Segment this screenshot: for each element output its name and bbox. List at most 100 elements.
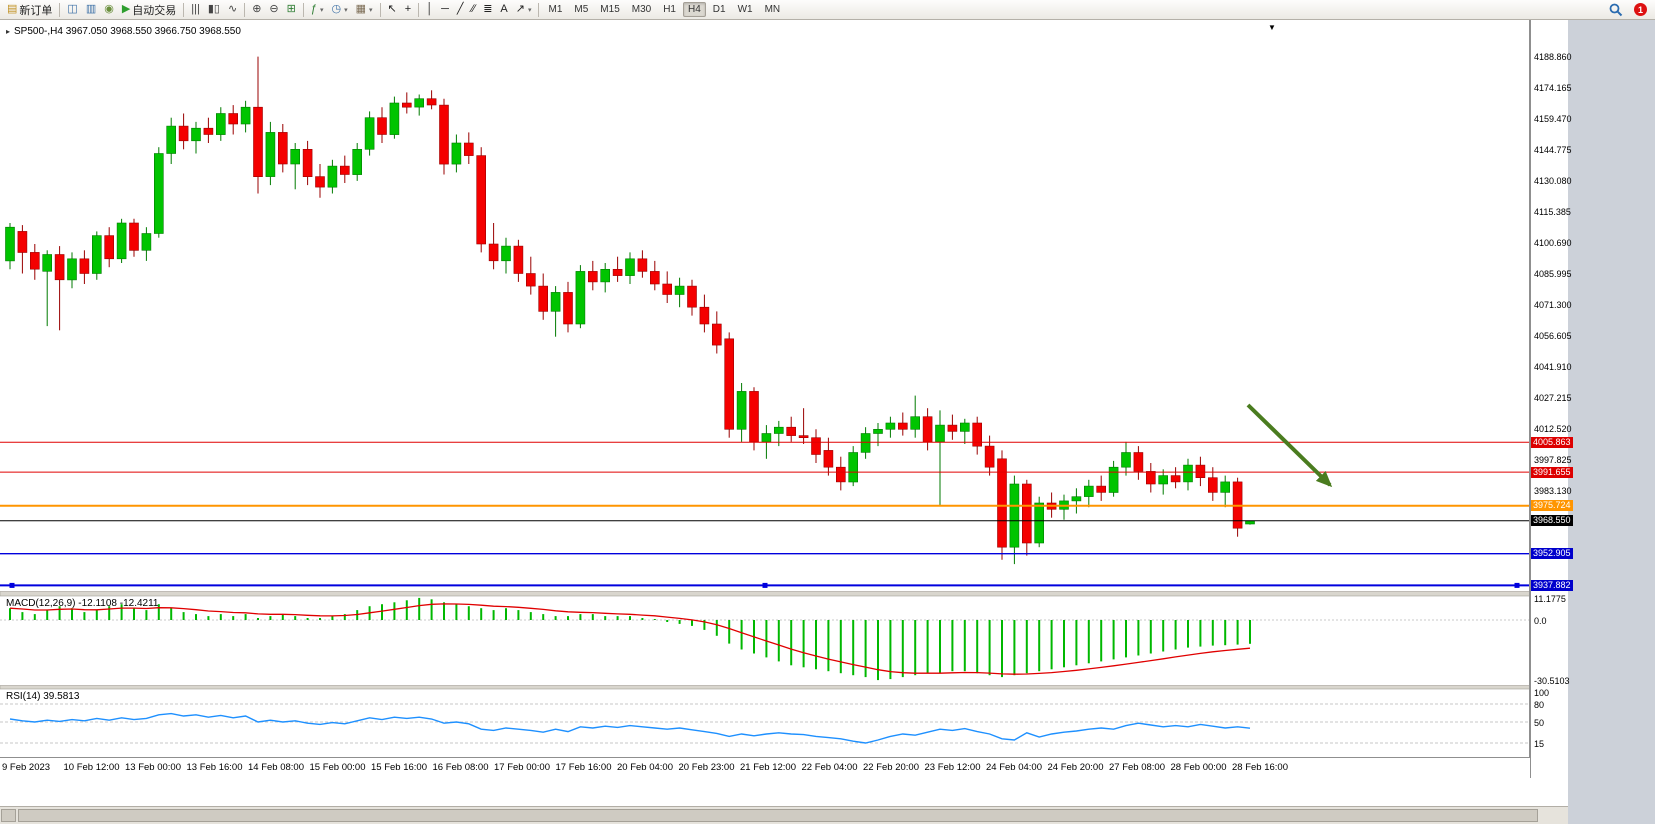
price-badge: 3975.724 [1531,500,1573,512]
indicator-axis-label: 80 [1534,699,1545,710]
rsi-line [9,712,1251,744]
market-watch-icon: ◫ [67,3,78,15]
time-axis-label: 10 Feb 12:00 [63,762,120,773]
price-axis[interactable]: 4188.860 4174.165 4159.470 4144.775 4130.080… [1530,20,1573,778]
time-axis-label: 21 Feb 12:00 [740,762,796,773]
scrollbar-left-button[interactable] [1,809,16,822]
channel-icon: ∕∕ [471,3,476,15]
one-click-trading-arrow-icon[interactable]: ▸ [6,27,11,36]
timeframe-w1-button[interactable]: W1 [737,4,753,15]
horizontal-level-lines[interactable] [0,441,1529,588]
zoom-out-icon: ⊖ [269,3,279,15]
timeframe-d1-button[interactable]: D1 [712,4,726,15]
timeframe-m1-button[interactable]: M1 [548,4,563,15]
chevron-down-icon[interactable]: ▾ [527,6,532,14]
timeframe-h4-button[interactable]: H4 [683,2,706,17]
timeframe-h1-button[interactable]: H1 [663,4,676,15]
auto-trading-button-label: 自动交易 [132,4,177,17]
panel-separator[interactable] [0,685,1530,690]
panel-separator[interactable] [0,591,1530,597]
zoom-out-button[interactable]: ⊖ [265,1,282,18]
indicators-icon: ƒ [310,3,317,15]
templates-button[interactable]: ▦ ▾ [352,1,377,18]
chart-line-button[interactable]: ∿ [224,1,241,18]
indicator-axis-label: 100 [1534,687,1550,698]
indicator-axis-label: 11.1775 [1534,593,1566,604]
time-axis-label: 27 Feb 08:00 [1109,762,1165,773]
zoom-in-button[interactable]: ⊕ [248,1,265,18]
tile-windows-icon: ⊞ [286,3,296,15]
chevron-down-icon[interactable]: ▾ [319,6,324,14]
price-axis-label: 4085.995 [1534,269,1572,279]
data-window-button[interactable]: ▥ [82,1,100,18]
new-order-button[interactable]: ▤ 新订单 [3,1,56,18]
chart-shift-marker-icon[interactable]: ▼ [1268,23,1276,32]
price-axis-label: 4115.385 [1534,207,1571,218]
price-axis-label: 4027.215 [1534,392,1572,403]
market-watch-button[interactable]: ◫ [63,1,81,18]
chart-candles-button[interactable]: ▮▯ [204,1,224,18]
tile-windows-button[interactable]: ⊞ [283,1,300,18]
time-axis-label: 24 Feb 04:00 [986,762,1042,773]
search-button[interactable] [1605,1,1627,18]
time-axis-label: 15 Feb 16:00 [371,762,427,773]
chart-candles-icon: ▮▯ [207,3,220,15]
horizontal-scrollbar[interactable] [0,806,1568,824]
time-axis-label: 13 Feb 16:00 [186,762,243,773]
navigator-icon: ◉ [104,3,114,15]
arrows-button[interactable]: ↗ ▾ [512,1,536,18]
time-axis[interactable]: 9 Feb 2023 10 Feb 12:00 13 Feb 00:00 13 Feb… [0,757,1530,778]
chart-line-icon: ∿ [227,3,238,15]
channel-button[interactable]: ∕∕ [468,1,480,18]
timeframe-m30-button[interactable]: M30 [631,4,652,15]
rsi-indicator-label: RSI(14) 39.5813 [6,691,80,702]
price-axis-label: 4130.080 [1534,176,1572,187]
price-axis-label: 4100.690 [1534,238,1572,249]
time-axis-label: 9 Feb 2023 [2,762,51,773]
search-icon [1609,3,1623,16]
trend-arrow-annotation[interactable] [1246,403,1333,488]
text-button[interactable]: A [496,1,511,18]
indicator-axis-label: -30.5103 [1534,675,1570,686]
main-chart[interactable] [0,20,1530,757]
time-axis-label: 13 Feb 00:00 [125,762,181,773]
navigator-button[interactable]: ◉ [100,1,118,18]
notification-badge[interactable]: 1 [1634,3,1647,16]
time-axis-label: 28 Feb 16:00 [1232,762,1288,773]
new-order-icon: ▤ [7,3,18,15]
time-axis-label: 15 Feb 00:00 [309,762,366,773]
price-axis-label: 4056.605 [1534,330,1572,341]
chart-bars-button[interactable]: ||| [187,1,204,18]
price-axis-label: 4071.300 [1534,299,1572,310]
crosshair-button[interactable]: + [401,1,415,18]
vertical-line-button[interactable]: │ [422,1,437,18]
cursor-button[interactable]: ↖ [384,1,401,18]
auto-trading-button[interactable]: ▶ 自动交易 [118,1,180,18]
timeframe-mn-button[interactable]: MN [764,4,781,15]
rsi-panel [0,703,1529,744]
time-axis-label: 14 Feb 08:00 [248,762,304,773]
new-order-button-label: 新订单 [19,4,53,17]
fibonacci-button[interactable]: ≣ [479,1,496,18]
time-axis-label: 17 Feb 16:00 [555,762,612,773]
scrollbar-thumb[interactable] [18,809,1538,822]
time-axis-label: 22 Feb 20:00 [863,762,919,773]
macd-indicator-label: MACD(12,26,9) -12.1108 -12.4211 [6,598,159,609]
periods-button[interactable]: ◷ ▾ [328,1,352,18]
horizontal-line-button[interactable]: ─ [437,1,453,18]
price-axis-label: 3983.130 [1534,485,1572,496]
time-axis-label: 20 Feb 04:00 [617,762,673,773]
trendline-button[interactable]: ╱ [453,1,468,18]
text-icon: A [500,3,508,15]
indicators-button[interactable]: ƒ ▾ [307,1,328,18]
toolbar-right-group: 1 [1605,1,1652,18]
time-axis-label: 22 Feb 04:00 [801,762,858,773]
timeframe-m5-button[interactable]: M5 [574,4,589,15]
indicator-axis-label: 15 [1534,738,1545,749]
chevron-down-icon[interactable]: ▾ [344,6,348,14]
timeframe-m15-button[interactable]: M15 [600,4,620,15]
toolbar-separator [379,2,381,17]
macd-panel [0,597,1529,681]
chevron-down-icon[interactable]: ▾ [369,6,373,14]
time-axis-label: 24 Feb 20:00 [1047,762,1104,773]
